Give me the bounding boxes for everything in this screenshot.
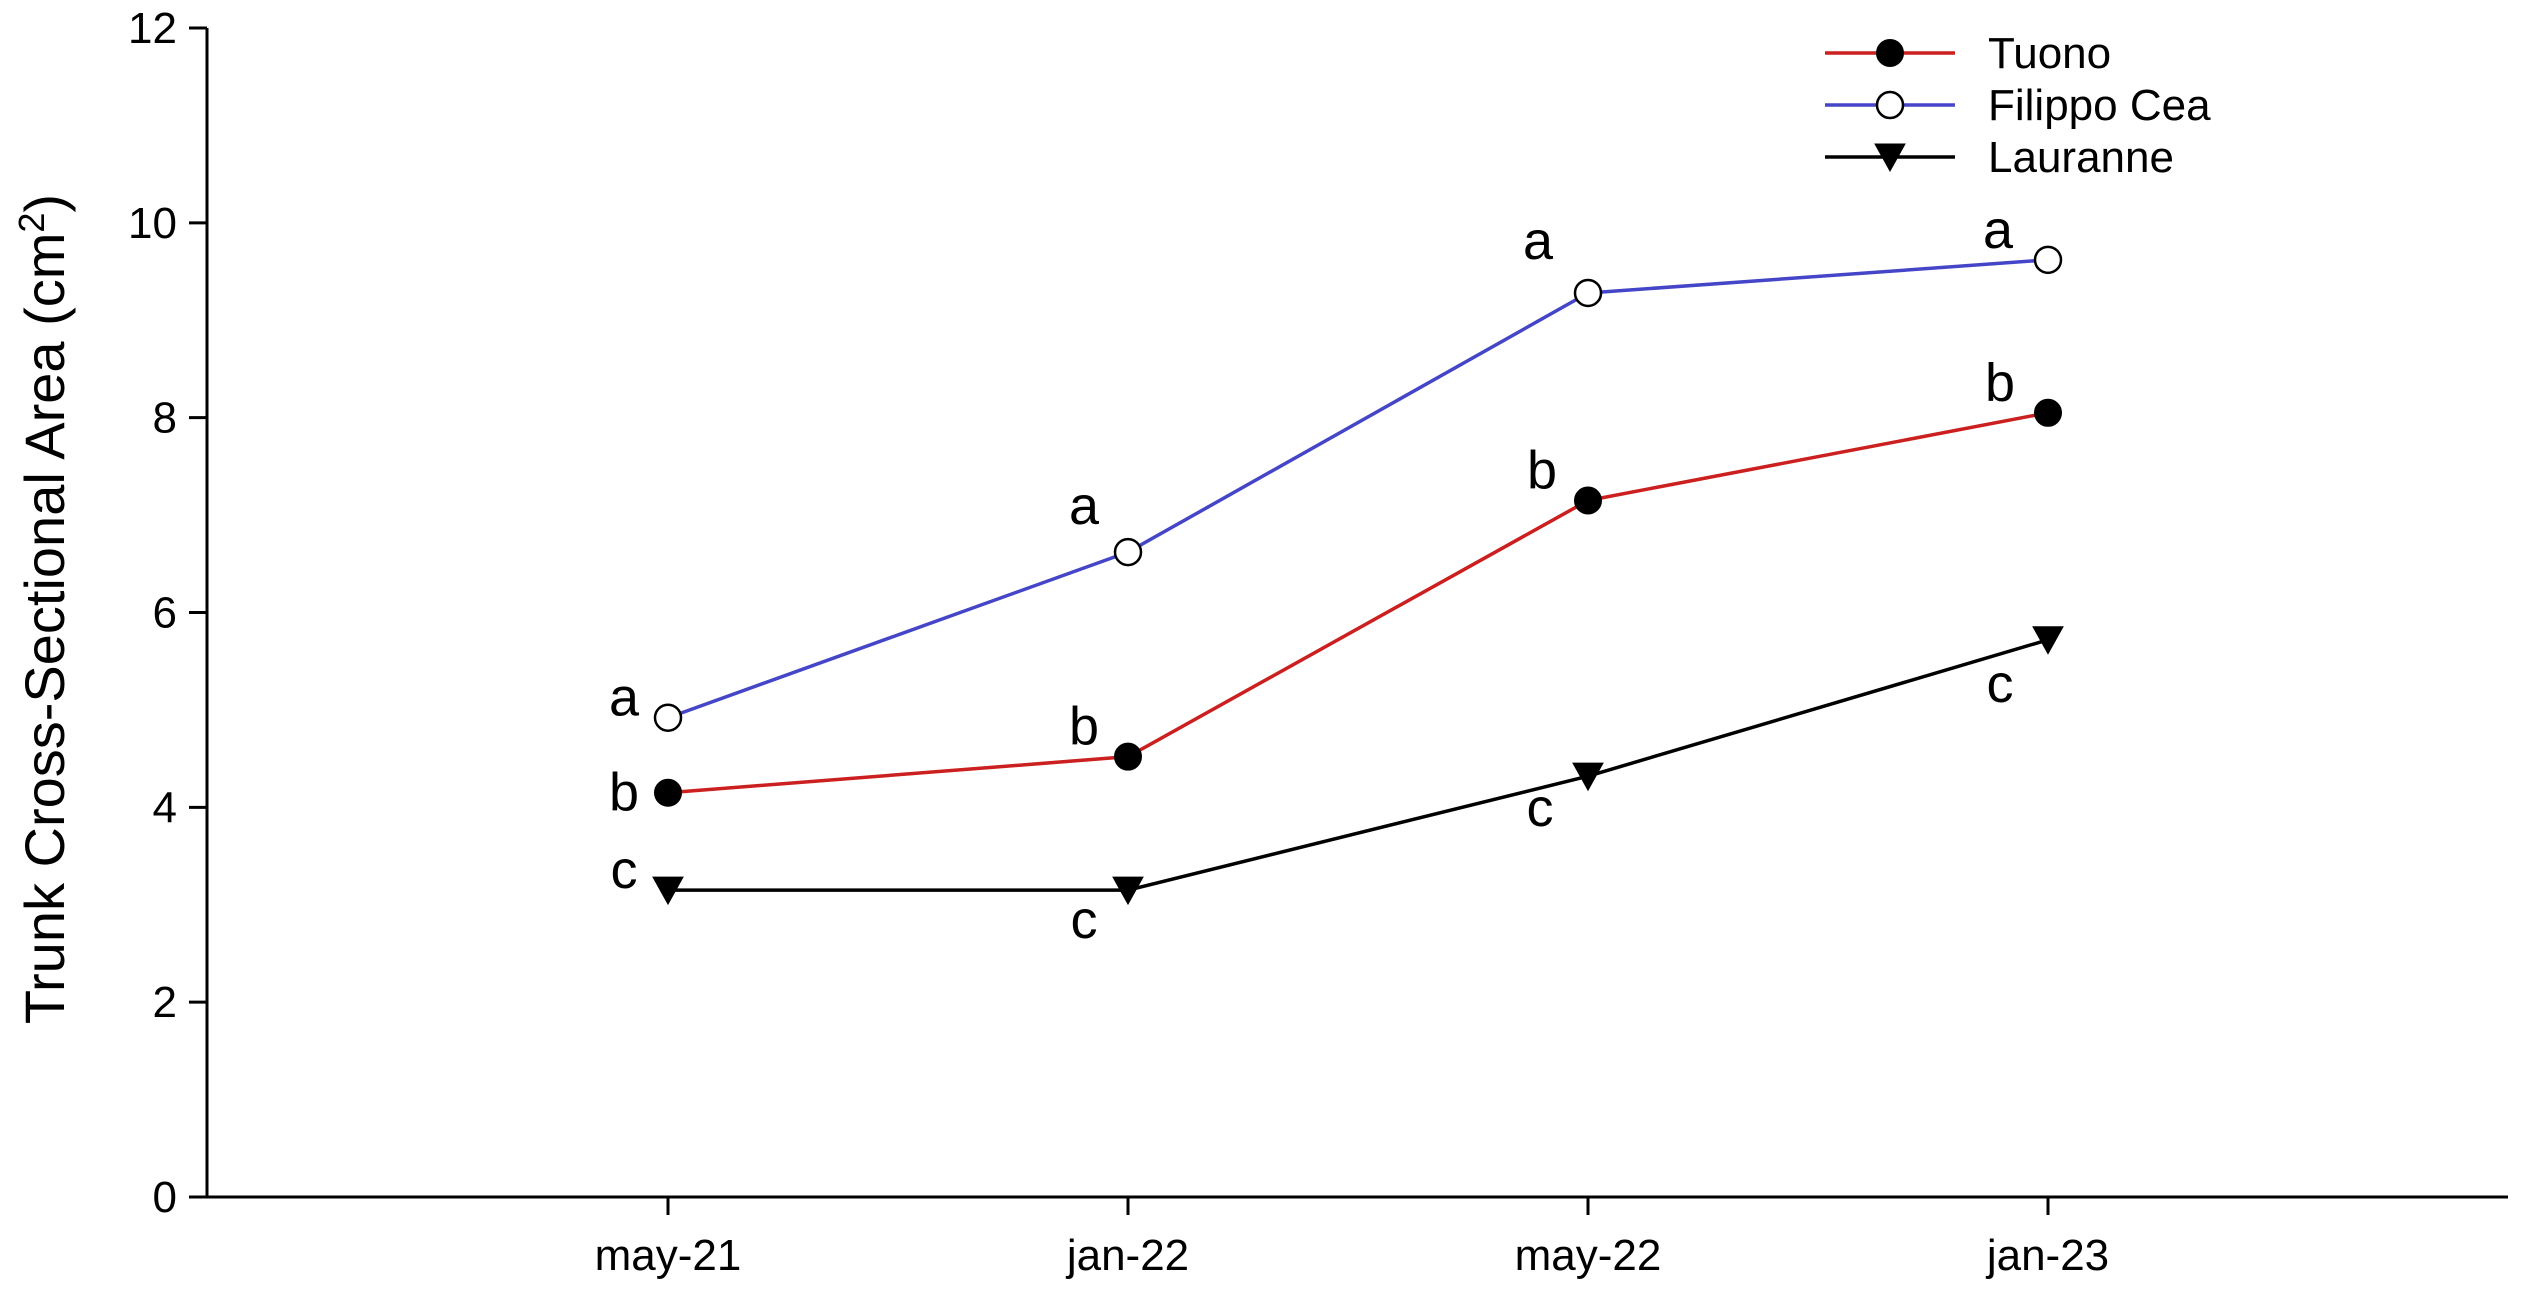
series-line-tuono — [667, 411, 2049, 795]
x-ticks: may-21 jan-22 may-22 jan-23 — [595, 1197, 2109, 1280]
significance-letter: a — [609, 668, 640, 728]
legend-marker-tuono — [1876, 39, 1904, 67]
legend-label-tuono: Tuono — [1988, 29, 2111, 78]
data-point-filippo-cea — [1573, 278, 1603, 308]
series-line-filippo-cea — [667, 258, 2049, 720]
y-axis-label-superscript: 2 — [11, 213, 52, 233]
x-tick-label: jan-22 — [1065, 1231, 1189, 1280]
y-tick-label: 4 — [153, 783, 177, 832]
y-tick-label: 12 — [128, 4, 177, 53]
significance-letter: a — [1069, 476, 1100, 536]
legend-label-filippo-cea: Filippo Cea — [1988, 81, 2211, 130]
series-line-lauranne — [668, 638, 2049, 892]
data-point-lauranne — [1572, 762, 1604, 792]
axes — [205, 28, 2508, 1199]
data-point-filippo-cea — [2033, 245, 2063, 275]
series-lauranne: c c c c — [611, 626, 2064, 950]
significance-letter: c — [1071, 890, 1098, 950]
data-point-filippo-cea — [653, 703, 683, 732]
y-tick-label: 2 — [153, 978, 177, 1027]
data-point-tuono — [1574, 486, 1602, 515]
significance-letter: b — [1069, 697, 1099, 757]
y-axis-label-main: Trunk Cross-Sectional Area (cm — [13, 233, 76, 1025]
legend-item-lauranne: Lauranne — [1825, 133, 2174, 182]
data-point-lauranne — [652, 876, 684, 906]
y-tick-label: 8 — [153, 394, 177, 443]
data-point-filippo-cea — [1113, 537, 1143, 567]
significance-letter: c — [1987, 654, 2014, 714]
significance-letter: b — [609, 763, 639, 823]
significance-letter: c — [1527, 778, 1554, 838]
x-tick-label: may-22 — [1515, 1231, 1662, 1280]
data-point-tuono — [1114, 742, 1142, 771]
data-point-lauranne — [1112, 876, 1144, 906]
significance-letter: c — [611, 840, 638, 900]
x-tick-label: may-21 — [595, 1231, 742, 1280]
series-filippo-cea: a a a a — [609, 200, 2063, 732]
y-tick-label: 10 — [128, 199, 177, 248]
data-point-tuono — [2034, 398, 2062, 427]
series-tuono: b b b b — [609, 353, 2062, 823]
y-axis-label-close: ) — [13, 194, 76, 213]
y-tick-label: 6 — [153, 589, 177, 638]
legend-marker-filippo-cea — [1875, 90, 1905, 120]
y-ticks: 0 2 4 6 8 10 12 — [128, 4, 207, 1222]
y-axis-label: Trunk Cross-Sectional Area (cm2) — [11, 194, 76, 1024]
significance-letter: a — [1523, 211, 1554, 271]
legend-item-filippo-cea: Filippo Cea — [1825, 81, 2211, 130]
legend-marker-lauranne — [1874, 143, 1906, 173]
data-point-tuono — [654, 778, 682, 807]
data-point-lauranne — [2032, 626, 2064, 655]
legend-item-tuono: Tuono — [1825, 29, 2111, 78]
legend-label-lauranne: Lauranne — [1988, 133, 2174, 182]
x-tick-label: jan-23 — [1985, 1231, 2109, 1280]
y-tick-label: 0 — [153, 1173, 177, 1222]
significance-letter: b — [1527, 440, 1557, 500]
significance-letter: a — [1983, 200, 2014, 260]
significance-letter: b — [1985, 353, 2015, 413]
